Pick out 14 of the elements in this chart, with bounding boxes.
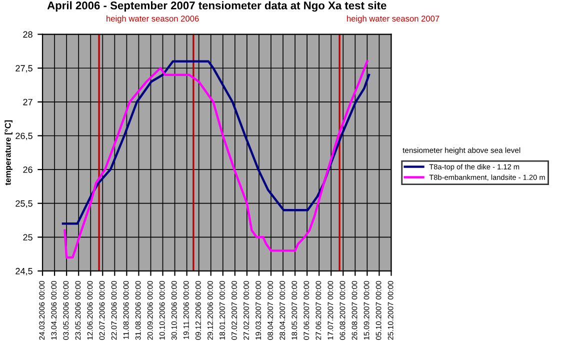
y-tick-label: 25,5 bbox=[16, 200, 32, 208]
line-series bbox=[62, 60, 370, 225]
y-tick-label: 25 bbox=[23, 234, 32, 241]
ref-line-label: heigh water season 2006 bbox=[106, 15, 199, 24]
y-tick-label: 24,5 bbox=[16, 268, 32, 276]
y-axis-title: temperature [°C] bbox=[4, 120, 12, 186]
line-series bbox=[64, 60, 368, 259]
chart-title: April 2006 - September 2007 tensiometer data at Ngo Xa test site bbox=[47, 1, 386, 12]
y-tick-label: 27 bbox=[23, 98, 32, 106]
y-tick-label: 26 bbox=[23, 166, 32, 173]
y-tick-label: 28 bbox=[23, 31, 32, 38]
y-tick-label: 26,5 bbox=[16, 132, 32, 140]
y-tick-label: 27,5 bbox=[16, 65, 32, 73]
ref-line-label: heigh water season 2007 bbox=[347, 15, 440, 24]
